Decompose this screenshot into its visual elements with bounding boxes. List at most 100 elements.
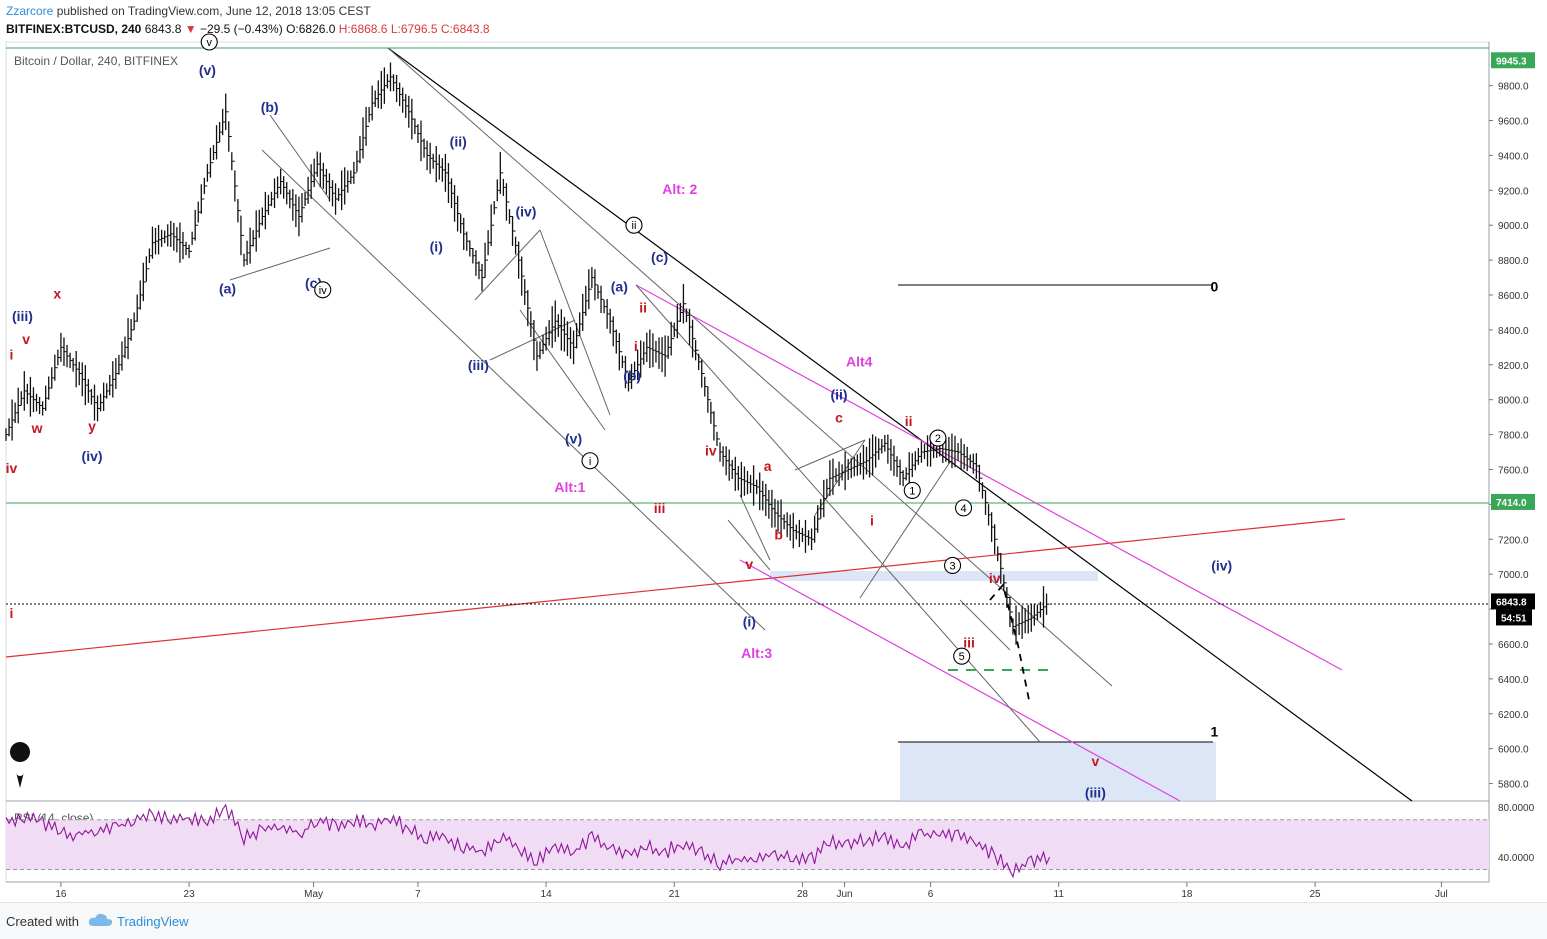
countdown-label: 54:51	[1501, 613, 1527, 624]
y-tick-label: 8800.0	[1498, 256, 1529, 267]
drawings-layer	[5, 47, 1489, 802]
plot-frame	[5, 41, 1490, 883]
close-value: C:6843.8	[440, 22, 490, 36]
wave-label: iii	[963, 634, 975, 650]
wave-label: (v)	[199, 62, 216, 78]
magenta-lower-line	[739, 559, 1181, 802]
axes-layer: 5800.06000.06200.06400.06600.06800.07000…	[10, 52, 1535, 900]
wave-label: i	[10, 605, 14, 621]
wave-label: (b)	[261, 99, 279, 115]
candles-layer	[5, 62, 1050, 645]
wave-label: Alt:3	[741, 645, 772, 661]
y-tick-label: 8000.0	[1498, 396, 1529, 407]
circled-wave-label: 4	[960, 503, 966, 515]
x-tick-label: 18	[1181, 889, 1193, 900]
chart-title: Bitcoin / Dollar, 240, BITFINEX	[14, 54, 178, 68]
header-bar: Zzarcore published on TradingView.com, J…	[0, 0, 1547, 42]
wave-label: iv	[989, 570, 1001, 586]
created-with-label: Created with	[6, 914, 79, 929]
footer: Created with TradingView	[0, 902, 1547, 939]
countdown-tag	[1496, 609, 1532, 626]
x-tick-label: Jun	[836, 889, 852, 900]
x-tick-label: 21	[669, 889, 681, 900]
wave-label: (a)	[219, 280, 236, 296]
y-tick-label: 6000.0	[1498, 745, 1529, 756]
y-tick-label: 8400.0	[1498, 326, 1529, 337]
wave-label: i	[10, 347, 14, 363]
published-text: published on TradingView.com, June 12, 2…	[56, 4, 371, 18]
circled-wave-marker	[200, 33, 218, 51]
high-value: H:6868.6	[338, 22, 388, 36]
y-tick-label: 5800.0	[1498, 780, 1529, 791]
author-link[interactable]: Zzarcore	[6, 4, 54, 18]
wave-label: ii	[639, 299, 647, 315]
circled-wave-label: ii	[632, 220, 637, 232]
wave-label: i	[870, 512, 874, 528]
channel-line-a	[387, 47, 1113, 687]
wave-label: (iii)	[1085, 785, 1106, 801]
wave-label: (ii)	[830, 387, 847, 403]
y-tick-label: 7200.0	[1498, 535, 1529, 546]
wave-label: v	[1091, 753, 1099, 769]
quote-line: BITFINEX:BTCUSD, 240 6843.8 ▼ −29.5 (−0.…	[6, 22, 490, 36]
flag-line-c	[794, 439, 866, 471]
target-zone	[900, 742, 1216, 801]
leading-diag-b	[959, 599, 1011, 651]
price-tag-label: 6843.8	[1496, 597, 1527, 608]
wave-label: Alt4	[846, 354, 873, 370]
wave-label: (c)	[651, 249, 668, 265]
x-tick-label: 16	[55, 889, 67, 900]
wave-label: c	[835, 409, 843, 425]
wave-label: (b)	[623, 367, 641, 383]
wedge-upper	[474, 229, 541, 301]
price-chart[interactable]: Bitcoin / Dollar, 240, BITFINEX RSI (14,…	[0, 0, 1547, 902]
wave-label: Alt: 2	[662, 181, 697, 197]
rsi-line	[5, 803, 1051, 879]
open-value: O:6826.0	[286, 22, 336, 36]
circled-wave-marker	[929, 429, 947, 447]
y-tick-label: 7800.0	[1498, 431, 1529, 442]
magenta-upper-line	[635, 284, 1343, 671]
y-tick-label: 9800.0	[1498, 82, 1529, 93]
circled-wave-label: 2	[935, 433, 941, 445]
wedge-lower-2	[519, 309, 606, 431]
wave-label: a	[764, 458, 772, 474]
circled-wave-marker	[954, 499, 973, 517]
wave-label: (a)	[611, 279, 628, 295]
y-tick-label: 7600.0	[1498, 465, 1529, 476]
main-downtrend-line	[387, 47, 1413, 802]
symbol-label: BITFINEX:BTCUSD, 240	[6, 22, 142, 36]
circled-wave-label: iv	[319, 285, 327, 297]
x-tick-label: 6	[928, 889, 934, 900]
wave-label: (v)	[565, 430, 582, 446]
support-zone	[770, 571, 1098, 581]
wave-label: (iv)	[82, 448, 103, 464]
circled-wave-label: v	[206, 37, 212, 49]
price-tag	[1491, 493, 1535, 510]
price-tag	[1491, 52, 1535, 69]
circled-wave-label: 1	[909, 485, 915, 497]
wave-label: v	[22, 331, 30, 347]
x-tick-label: 14	[541, 889, 553, 900]
x-tick-label: 23	[184, 889, 196, 900]
map-pin-hole	[16, 768, 24, 776]
x-tick-label: 25	[1310, 889, 1322, 900]
circled-wave-marker	[581, 452, 599, 470]
x-tick-label: 11	[1054, 889, 1065, 900]
wave-label: (iv)	[1211, 558, 1232, 574]
y-tick-label: 9600.0	[1498, 117, 1529, 128]
wave-label: (iv)	[515, 203, 536, 219]
last-price: 6843.8	[144, 22, 182, 36]
tradingview-link[interactable]: TradingView	[117, 914, 189, 929]
map-pin-icon[interactable]	[10, 742, 31, 788]
wave-label: iv	[6, 460, 18, 476]
circled-wave-marker	[944, 556, 962, 574]
y-tick-label: 9400.0	[1498, 151, 1529, 162]
wave-label: y	[88, 418, 96, 434]
tradingview-cloud-icon	[88, 913, 113, 926]
wedge-lower	[489, 319, 576, 361]
y-tick-label: 9000.0	[1498, 221, 1529, 232]
wave-label: (i)	[430, 238, 443, 254]
price-tag-label: 9945.3	[1496, 56, 1527, 67]
